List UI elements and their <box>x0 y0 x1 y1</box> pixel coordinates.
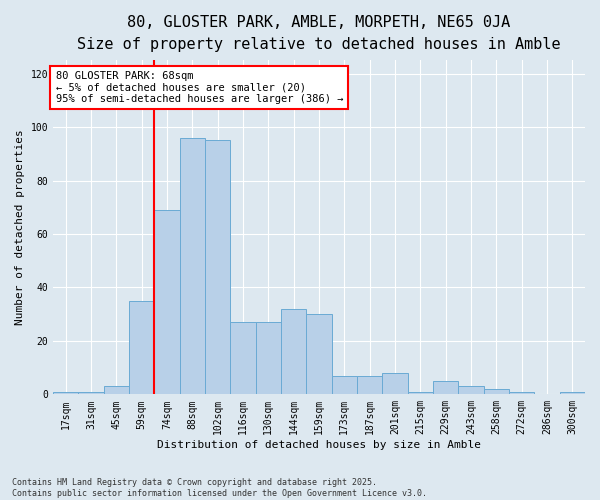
Bar <box>205 140 230 394</box>
Bar <box>433 381 458 394</box>
Bar <box>332 376 357 394</box>
Bar <box>407 392 433 394</box>
Bar <box>357 376 382 394</box>
Bar <box>79 392 104 394</box>
Bar <box>484 389 509 394</box>
Text: 80 GLOSTER PARK: 68sqm
← 5% of detached houses are smaller (20)
95% of semi-deta: 80 GLOSTER PARK: 68sqm ← 5% of detached … <box>56 71 343 104</box>
Bar <box>382 373 407 394</box>
Bar <box>307 314 332 394</box>
Bar <box>256 322 281 394</box>
Text: Contains HM Land Registry data © Crown copyright and database right 2025.
Contai: Contains HM Land Registry data © Crown c… <box>12 478 427 498</box>
Title: 80, GLOSTER PARK, AMBLE, MORPETH, NE65 0JA
Size of property relative to detached: 80, GLOSTER PARK, AMBLE, MORPETH, NE65 0… <box>77 15 561 52</box>
Bar <box>129 301 154 394</box>
Bar <box>230 322 256 394</box>
Bar <box>104 386 129 394</box>
Bar <box>154 210 179 394</box>
Bar <box>458 386 484 394</box>
Bar <box>53 392 79 394</box>
Bar <box>281 309 307 394</box>
Bar <box>179 138 205 394</box>
Y-axis label: Number of detached properties: Number of detached properties <box>15 130 25 325</box>
Bar <box>509 392 535 394</box>
Bar <box>560 392 585 394</box>
X-axis label: Distribution of detached houses by size in Amble: Distribution of detached houses by size … <box>157 440 481 450</box>
